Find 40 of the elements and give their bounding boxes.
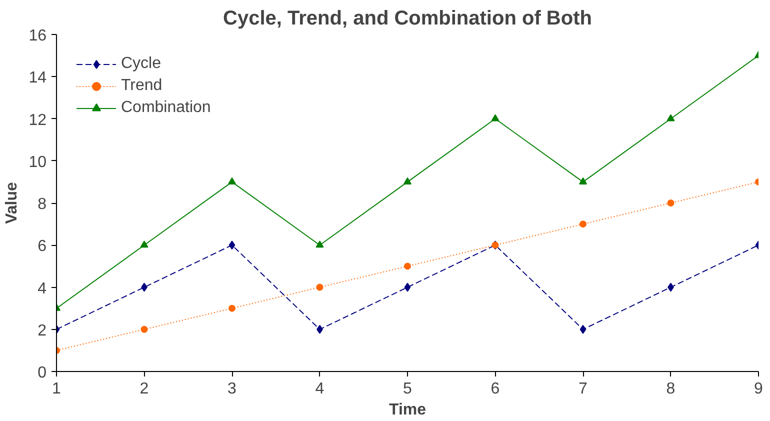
legend-label: Cycle <box>121 55 162 73</box>
point <box>404 177 412 184</box>
point <box>228 177 236 184</box>
x-axis-title: Time <box>388 402 426 418</box>
y-tick-label: 0 <box>38 364 47 382</box>
point <box>580 220 586 228</box>
point <box>404 282 411 292</box>
point <box>140 240 148 248</box>
y-tick-label: 2 <box>38 322 47 340</box>
point <box>491 114 500 122</box>
x-tick-label: 2 <box>140 380 149 398</box>
point <box>666 114 675 122</box>
y-axis-title: Value <box>4 182 21 224</box>
legend-label: Trend <box>121 77 162 95</box>
point <box>667 200 674 206</box>
chart-title: Cycle, Trend, and Combination of Both <box>223 8 592 30</box>
point <box>580 324 586 334</box>
legend-label: Combination <box>121 99 211 117</box>
x-tick-label: 3 <box>228 380 237 398</box>
point <box>140 326 148 333</box>
y-tick-label: 10 <box>28 154 47 171</box>
point <box>228 240 236 250</box>
point <box>316 284 324 291</box>
point <box>316 240 324 248</box>
point <box>579 177 587 184</box>
point <box>404 262 411 270</box>
x-tick-label: 4 <box>315 380 324 398</box>
x-tick-label: 7 <box>578 380 588 398</box>
x-tick-label: 5 <box>403 380 412 398</box>
y-tick-label: 6 <box>38 238 47 256</box>
y-tick-label: 8 <box>38 196 47 213</box>
x-tick-label: 1 <box>52 380 62 398</box>
y-tick-label: 4 <box>38 280 47 298</box>
point <box>228 304 236 312</box>
x-tick-label: 6 <box>490 380 500 398</box>
x-tick-label: 9 <box>754 380 764 398</box>
x-tick-label: 8 <box>666 380 676 398</box>
y-tick-label: 14 <box>28 70 47 87</box>
y-tick-label: 12 <box>28 112 47 129</box>
y-tick-label: 16 <box>28 28 47 44</box>
